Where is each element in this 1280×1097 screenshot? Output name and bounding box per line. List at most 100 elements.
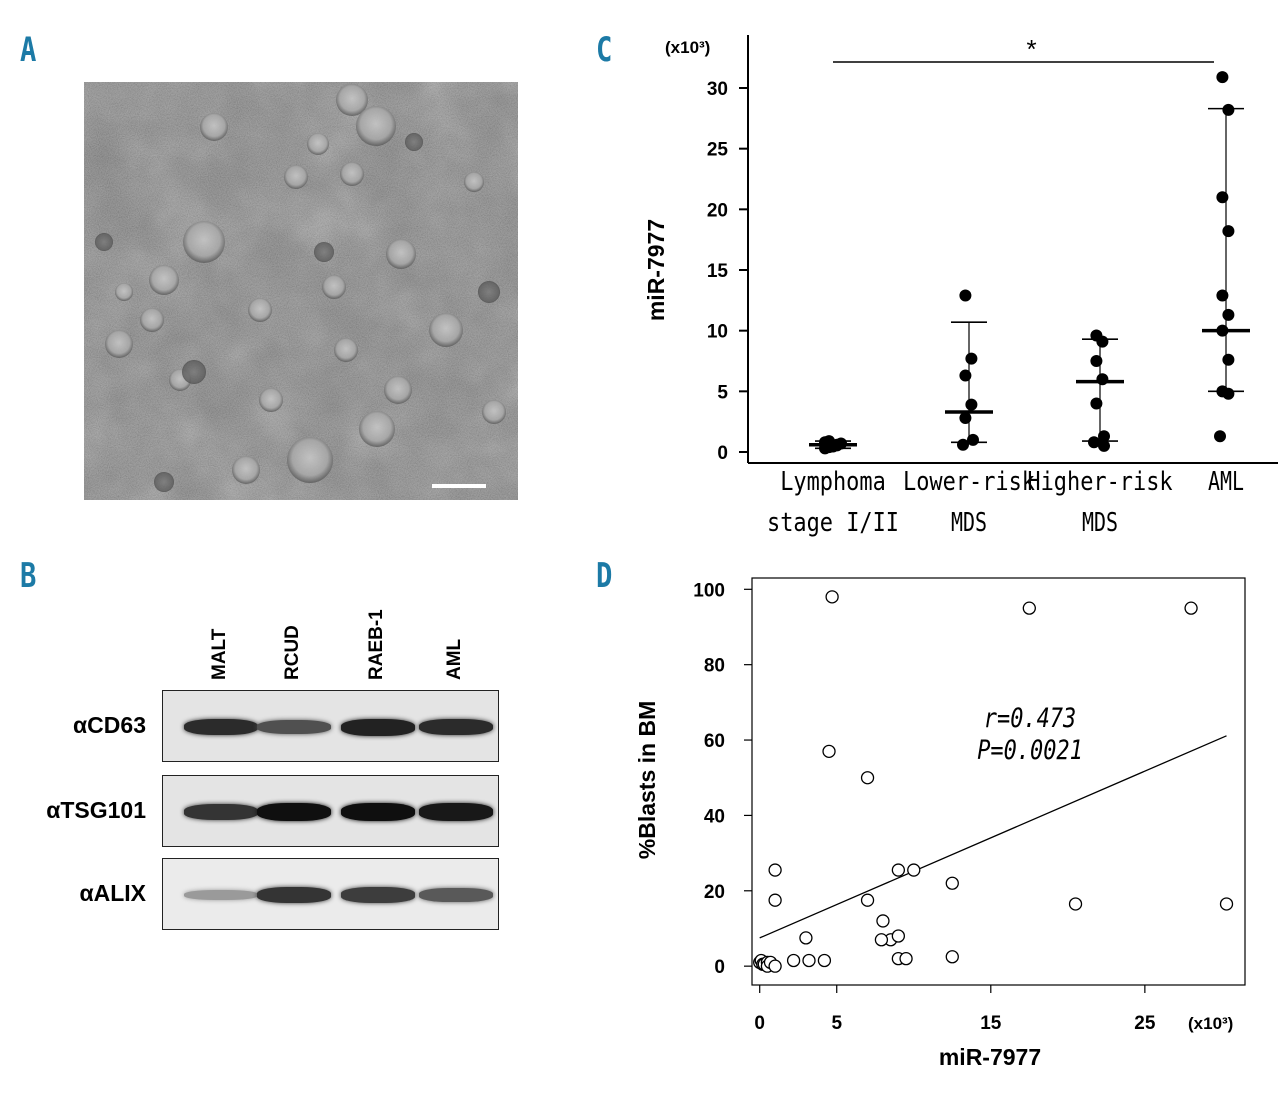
blot-membrane: [162, 858, 499, 930]
data-point: [1216, 191, 1229, 204]
scale-bar: [432, 484, 486, 488]
data-point: [945, 950, 959, 964]
y-tick-label: 15: [707, 261, 729, 282]
lane-label: AML: [444, 638, 465, 680]
category-label: AML: [1208, 467, 1244, 497]
category-label: MDS: [1082, 508, 1118, 538]
lane-label: MALT: [209, 628, 230, 680]
chart-c-mir7977-by-group: 0 5 10 15 20 25 30 (x10³) miR-7977 Lymphoma stage …: [643, 34, 1278, 538]
category-label: stage I/II: [767, 508, 899, 538]
data-point: [1222, 308, 1235, 321]
blot-band: [419, 803, 493, 821]
data-point: [817, 953, 832, 968]
y-tick-label: 100: [693, 580, 725, 601]
blot-band: [341, 887, 415, 903]
regression-line: [759, 735, 1227, 939]
lane-label: RCUD: [282, 625, 303, 680]
y-tick-label: 60: [704, 731, 725, 752]
data-point: [1222, 387, 1235, 400]
data-point: [959, 412, 972, 425]
chart-d-blasts-vs-mir7977: 0 20 40 60 80 100 0 5 15 25 (x10³) miR-7977 %Blasts …: [634, 577, 1246, 1070]
y-tick-label: 20: [707, 200, 728, 221]
electron-micrograph: [84, 82, 518, 500]
category-label: Lymphoma: [780, 467, 886, 497]
y-multiplier-label: (x10³): [665, 38, 710, 57]
data-point: [1222, 225, 1235, 238]
data-point: [876, 914, 890, 928]
data-point: [965, 398, 978, 411]
blot-band: [257, 887, 331, 903]
panel-label-d: D: [596, 556, 613, 596]
blot-band: [257, 803, 331, 821]
data-point: [786, 953, 801, 968]
data-point: [768, 893, 782, 907]
blot-band: [419, 888, 493, 902]
data-point: [1096, 335, 1109, 348]
panel-label-b: B: [20, 556, 37, 596]
blot-row-label: αALIX: [79, 880, 146, 906]
blot-row-label: αCD63: [73, 712, 146, 738]
data-point: [802, 953, 816, 968]
x-tick-label: 0: [754, 1013, 765, 1034]
data-point: [825, 590, 839, 604]
category-label: Lower-risk: [903, 467, 1035, 497]
y-tick-label: 0: [714, 957, 725, 978]
blot-band: [184, 718, 258, 736]
data-point: [1219, 897, 1234, 911]
data-point: [822, 744, 836, 759]
data-point: [899, 951, 913, 966]
panel-label-a: A: [20, 30, 37, 70]
data-point: [959, 289, 972, 302]
y-tick-label: 0: [717, 443, 728, 464]
y-tick-label: 20: [704, 882, 725, 903]
data-point: [959, 369, 972, 382]
data-point: [1022, 601, 1036, 615]
correlation-annotation: P=0.0021: [977, 735, 1083, 766]
data-point: [1222, 103, 1235, 116]
data-point: [1098, 430, 1110, 443]
category-label: MDS: [951, 508, 987, 538]
y-tick-label: 40: [704, 806, 725, 827]
data-point: [1090, 355, 1103, 367]
blot-band: [341, 803, 415, 821]
x-axis-title: miR-7977: [939, 1044, 1041, 1070]
data-point: [965, 352, 978, 365]
data-point: [1222, 353, 1235, 366]
data-point: [860, 771, 875, 785]
data-point: [945, 876, 959, 890]
x-tick-label: 5: [831, 1013, 842, 1034]
data-point: [1214, 430, 1226, 443]
data-point: [891, 929, 906, 943]
category-label: Higher-risk: [1027, 467, 1172, 497]
blot-band: [184, 889, 258, 901]
significance-asterisk: *: [1026, 34, 1036, 64]
data-point: [1088, 436, 1100, 449]
y-tick-label: 80: [704, 656, 725, 677]
x-tick-label: 15: [980, 1013, 1002, 1034]
panel-label-c: C: [596, 30, 613, 70]
y-tick-label: 10: [707, 322, 728, 343]
y-axis-title: %Blasts in BM: [634, 701, 660, 859]
lane-label: RAEB-1: [366, 609, 387, 680]
blot-membrane: [162, 690, 499, 762]
data-point: [1184, 601, 1198, 615]
data-point: [967, 433, 979, 446]
x-tick-label: 25: [1134, 1013, 1156, 1034]
y-tick-label: 25: [707, 140, 729, 161]
x-multiplier-label: (x10³): [1188, 1014, 1233, 1033]
y-axis-title: miR-7977: [643, 219, 669, 321]
blot-band: [184, 804, 258, 820]
blot-band: [341, 718, 415, 736]
data-point: [768, 959, 782, 973]
data-point: [1098, 439, 1110, 452]
y-tick-label: 5: [717, 382, 728, 403]
data-point: [957, 438, 969, 451]
blot-band: [419, 718, 493, 736]
data-point: [1096, 373, 1109, 386]
blot-membrane: [162, 775, 499, 847]
blot-row-label: αTSG101: [46, 797, 146, 823]
data-point: [1090, 397, 1103, 410]
data-point: [1216, 289, 1229, 302]
data-point: [860, 893, 875, 907]
data-point: [1216, 71, 1229, 84]
